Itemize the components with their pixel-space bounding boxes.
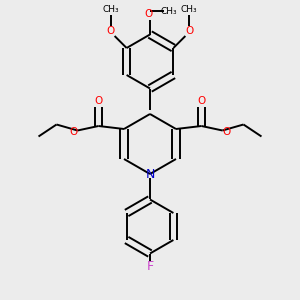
Text: F: F bbox=[146, 260, 154, 273]
Text: O: O bbox=[106, 26, 115, 36]
Text: O: O bbox=[197, 96, 206, 106]
Text: O: O bbox=[223, 127, 231, 137]
Text: O: O bbox=[144, 9, 153, 20]
Text: O: O bbox=[69, 127, 77, 137]
Text: CH₃: CH₃ bbox=[160, 7, 177, 16]
Text: O: O bbox=[94, 96, 103, 106]
Text: O: O bbox=[185, 26, 194, 36]
Text: N: N bbox=[145, 167, 155, 181]
Text: CH₃: CH₃ bbox=[181, 5, 198, 14]
Text: CH₃: CH₃ bbox=[102, 5, 119, 14]
